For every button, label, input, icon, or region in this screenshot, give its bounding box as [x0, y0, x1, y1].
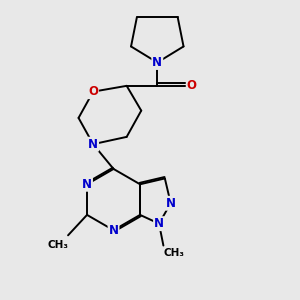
Text: N: N [154, 217, 164, 230]
Text: O: O [88, 85, 98, 98]
Text: O: O [187, 79, 197, 92]
Text: N: N [88, 138, 98, 151]
Text: N: N [82, 178, 92, 191]
Text: N: N [152, 56, 162, 69]
Text: CH₃: CH₃ [47, 240, 68, 250]
Text: N: N [166, 197, 176, 210]
Text: N: N [109, 224, 118, 237]
Text: CH₃: CH₃ [163, 248, 184, 258]
